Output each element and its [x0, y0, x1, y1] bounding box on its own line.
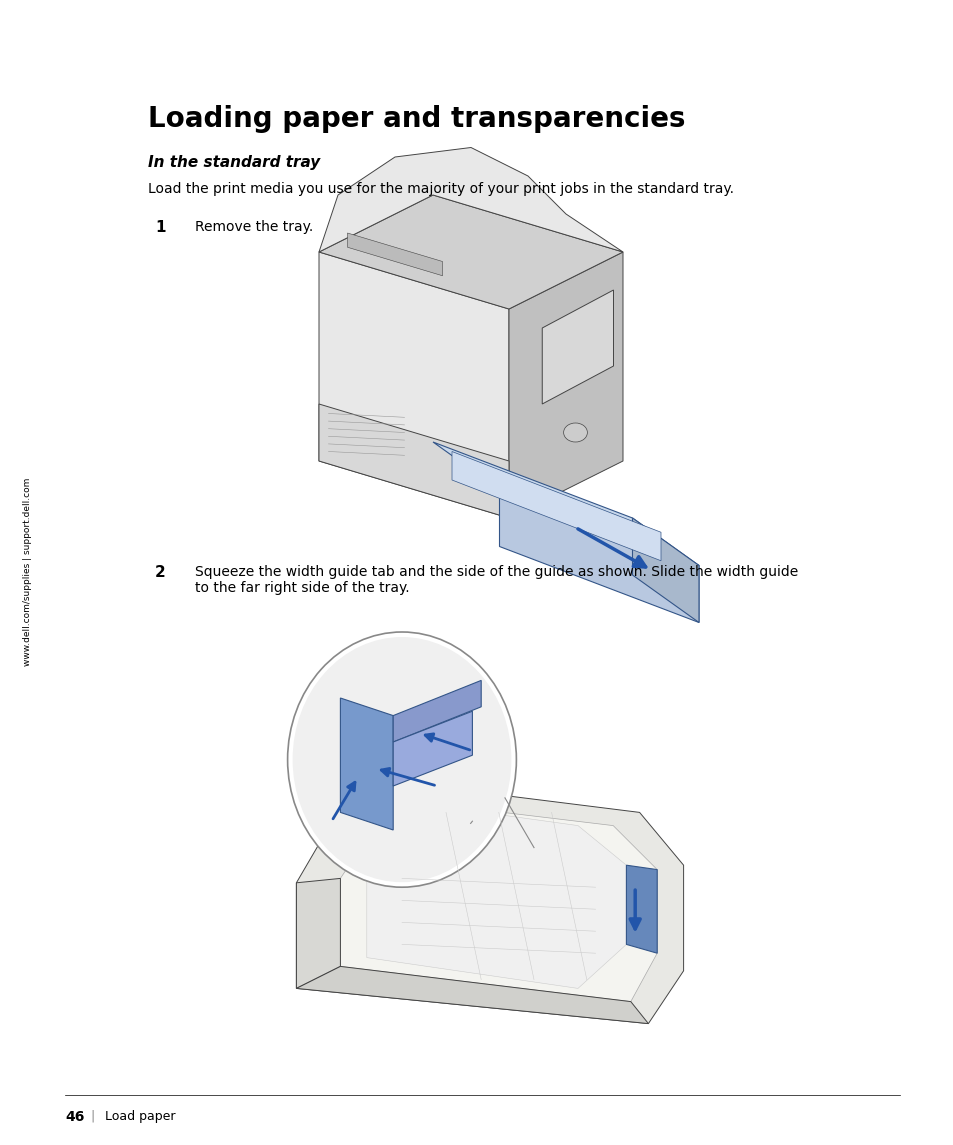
Polygon shape [340, 698, 393, 830]
Polygon shape [340, 799, 657, 1002]
Polygon shape [318, 252, 509, 518]
Polygon shape [433, 442, 699, 566]
Polygon shape [318, 404, 509, 518]
Polygon shape [347, 232, 442, 276]
Text: 46: 46 [65, 1110, 84, 1124]
Ellipse shape [293, 637, 511, 882]
Polygon shape [318, 195, 622, 309]
Polygon shape [632, 518, 699, 623]
Text: Remove the tray.: Remove the tray. [194, 220, 313, 234]
Polygon shape [509, 252, 622, 518]
Text: Load paper: Load paper [105, 1110, 175, 1123]
Text: Squeeze the width guide tab and the side of the guide as shown. Slide the width : Squeeze the width guide tab and the side… [194, 564, 798, 595]
Polygon shape [366, 804, 626, 988]
Polygon shape [393, 680, 480, 742]
Ellipse shape [563, 423, 587, 442]
Polygon shape [296, 966, 648, 1024]
Text: Load the print media you use for the majority of your print jobs in the standard: Load the print media you use for the maj… [148, 182, 733, 196]
Polygon shape [296, 777, 683, 1024]
Text: www.dell.com/supplies | support.dell.com: www.dell.com/supplies | support.dell.com [24, 477, 32, 666]
Polygon shape [452, 451, 660, 561]
Polygon shape [499, 490, 699, 623]
Polygon shape [541, 290, 613, 404]
Ellipse shape [287, 632, 516, 887]
Text: Loading paper and transparencies: Loading paper and transparencies [148, 105, 685, 133]
Text: 1: 1 [154, 220, 165, 235]
Text: |: | [90, 1110, 94, 1123]
Polygon shape [318, 148, 622, 252]
Polygon shape [626, 866, 657, 953]
Text: 2: 2 [154, 564, 166, 581]
Polygon shape [393, 711, 472, 785]
Polygon shape [296, 878, 340, 988]
Text: In the standard tray: In the standard tray [148, 155, 320, 169]
